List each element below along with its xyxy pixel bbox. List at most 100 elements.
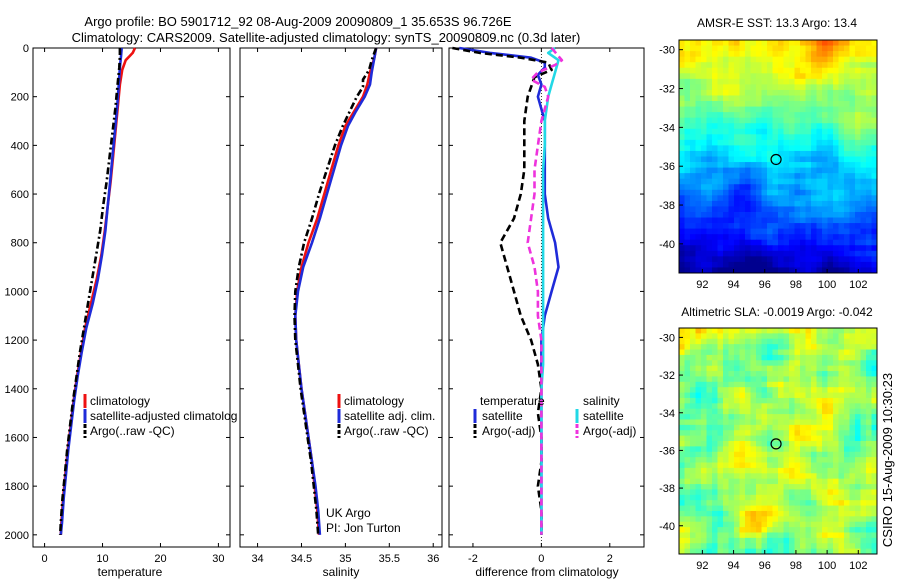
sla-map-cell [866, 360, 872, 367]
sst-map-cell [822, 51, 828, 58]
sst-map-cell [816, 84, 823, 91]
sst-map-cell [761, 223, 768, 230]
sst-map-cell [767, 84, 773, 91]
sst-map-cell [844, 84, 850, 91]
sla-map-cell [734, 408, 740, 415]
sst-map-cell [833, 150, 839, 157]
sst-map-cell [745, 78, 751, 85]
sst-map-cell [805, 101, 812, 107]
sla-map-cell [690, 365, 696, 372]
sst-map-cell [701, 228, 707, 235]
sla-map-cell [794, 521, 801, 528]
sla-map-cell [789, 500, 795, 506]
sla-map-cell [855, 349, 861, 356]
sst-map-cell [728, 234, 735, 241]
sla-map-cell [866, 344, 872, 350]
sla-map-cell [745, 521, 751, 528]
sla-map-cell [701, 451, 707, 458]
sla-map-cell [844, 333, 850, 340]
sla-map-cell [805, 441, 812, 447]
sla-map-cell [789, 478, 795, 485]
sst-map-cell [827, 62, 834, 69]
sla-map-cell [860, 381, 867, 388]
sst-map-cell [690, 78, 696, 85]
sst-map-cell [712, 106, 718, 113]
sst-map-cell [750, 150, 757, 157]
sst-map-cell [701, 112, 707, 119]
sst-map-cell [679, 211, 685, 218]
sla-map-cell [690, 333, 696, 340]
sst-map-cell [849, 56, 856, 63]
sla-map-cell [712, 489, 718, 496]
sla-map-cell [866, 505, 872, 512]
sla-map-cell [800, 349, 806, 356]
sla-map-cell [750, 446, 757, 453]
sla-map-cell [805, 371, 812, 377]
sst-map-cell [811, 139, 817, 146]
sla-map-cell [849, 403, 856, 410]
sst-map-cell [761, 156, 768, 163]
sst-map-cell [871, 134, 878, 141]
sst-map-cell [838, 89, 845, 96]
sla-map-cell [849, 516, 856, 523]
sst-map-cell [690, 150, 696, 157]
sst-map-cell [750, 45, 757, 52]
sst-map-cell [717, 261, 724, 268]
sla-map-cell [690, 430, 696, 437]
sla-map-cell [723, 344, 729, 350]
sst-map-cell [800, 128, 806, 135]
salinity-panel: 34 34.5 35 35.5 36 [239, 47, 443, 565]
sla-map-cell [827, 527, 834, 533]
sst-map-cell [701, 211, 707, 218]
sst-map-cell [690, 211, 696, 218]
sst-map-cell [871, 184, 878, 191]
sla-map-cell [805, 537, 812, 544]
sla-map-cell [794, 430, 801, 437]
sla-map-cell [805, 510, 812, 517]
sst-map-cell [871, 167, 878, 174]
sla-map-cell [723, 408, 729, 415]
sla-map-cell [816, 371, 823, 377]
sla-map-cell [838, 441, 845, 447]
sla-map-cell [855, 516, 861, 523]
sst-map-cell [794, 239, 801, 246]
sst-map-cell [871, 112, 878, 119]
sla-map-cell [800, 360, 806, 367]
sla-map-cell [739, 365, 746, 372]
sla-map-cell [756, 537, 762, 544]
sst-map-cell [811, 156, 817, 163]
sla-map-cell [866, 376, 872, 383]
sst-map-cell [723, 128, 729, 135]
sst-map-cell [761, 167, 768, 174]
sla-map-cell [723, 484, 729, 490]
sla-map-cell [717, 435, 724, 442]
sst-map-cell [855, 106, 861, 113]
sst-map-cell [794, 245, 801, 252]
sst-map-cell [811, 84, 817, 91]
sla-map-cell [855, 430, 861, 437]
sst-map-cell [723, 123, 729, 130]
sst-map-cell [855, 56, 861, 63]
sla-map-cell [789, 457, 795, 463]
sla-map-cell [717, 333, 724, 340]
sst-map-cell [734, 95, 740, 102]
sla-map-cell [844, 478, 850, 485]
sst-map-cell [717, 95, 724, 102]
sst-map-cell [734, 267, 740, 274]
sla-map-cell [849, 494, 856, 501]
sla-map-cell [772, 365, 779, 372]
sst-map-cell [772, 73, 779, 80]
sst-map-cell [772, 112, 779, 119]
sst-map-cell [855, 73, 861, 80]
sla-map-cell [723, 505, 729, 512]
sst-map-cell [772, 223, 779, 230]
sla-map-cell [871, 543, 878, 550]
sla-map-ytick-label: -34 [659, 408, 675, 420]
sst-map-cell [855, 239, 861, 246]
sla-map-cell [750, 500, 757, 506]
sla-map-cell [827, 543, 834, 550]
sla-map-cell [717, 403, 724, 410]
sst-map-cell [772, 239, 779, 246]
sst-map-cell [871, 261, 878, 268]
sla-map-cell [772, 430, 779, 437]
